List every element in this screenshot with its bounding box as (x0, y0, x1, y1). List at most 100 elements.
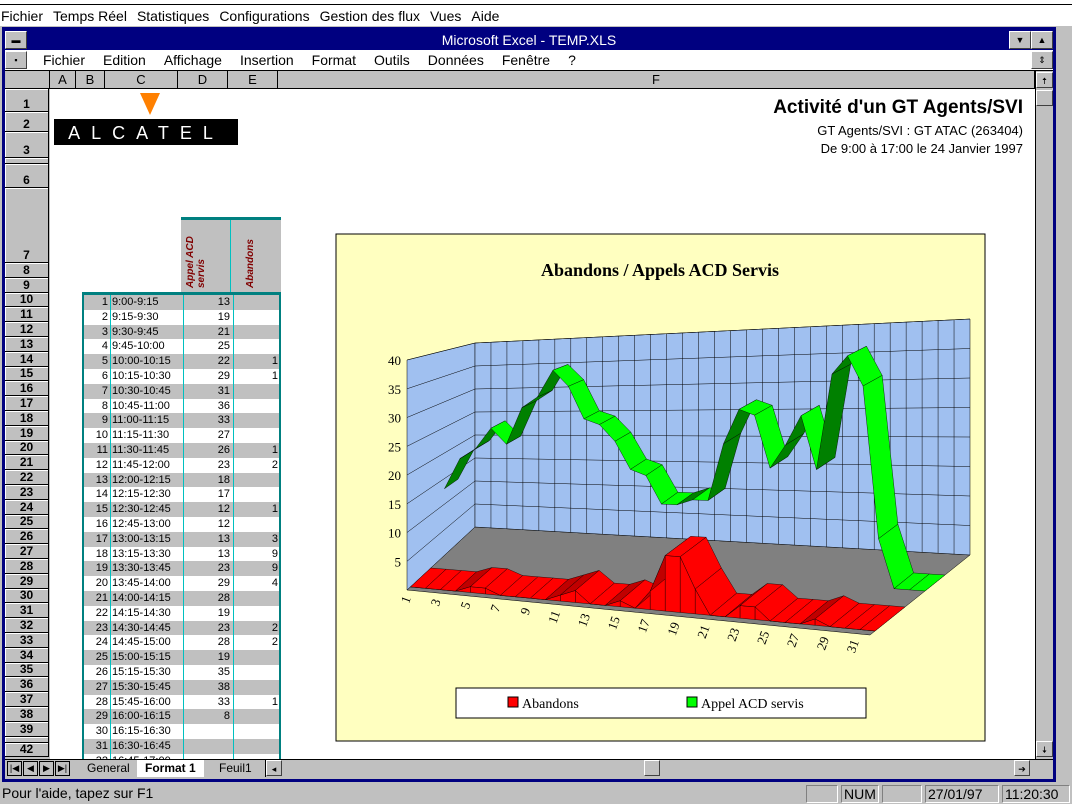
row-header[interactable]: 22 (5, 470, 49, 485)
row-header[interactable]: 21 (5, 455, 49, 471)
row-header[interactable]: 29 (5, 574, 49, 589)
gridline (406, 503, 971, 562)
time-slot: 15:00-15:15 (112, 651, 171, 664)
prev-sheet-icon[interactable]: ◀ (23, 761, 38, 776)
row-header[interactable]: 7 (5, 188, 49, 263)
row-number: 3 (101, 325, 108, 338)
tab-format-1[interactable]: Format 1 (137, 760, 204, 777)
restore-button[interactable]: ⇕ (1031, 51, 1053, 69)
time-slot: 12:30-12:45 (112, 503, 171, 516)
app-menu-item[interactable]: Vues (429, 7, 462, 24)
status-time: 11:20:30 (1002, 785, 1070, 803)
excel-menu-item[interactable]: Outils (374, 52, 410, 68)
maximize-button[interactable]: ▲ (1031, 31, 1053, 49)
horizontal-scrollbar[interactable]: ◂ ➔ (265, 760, 1031, 777)
vertical-scrollbar[interactable]: 🠅 🠇 (1035, 71, 1053, 759)
row-header[interactable]: 16 (5, 381, 49, 397)
row-header[interactable]: 14 (5, 352, 49, 367)
row-header[interactable]: 11 (5, 307, 49, 323)
row-header[interactable]: 30 (5, 588, 49, 604)
row-header[interactable]: 38 (5, 707, 49, 722)
row-header[interactable]: 10 (5, 292, 49, 308)
row-header[interactable]: 36 (5, 677, 49, 693)
row-number: 28 (95, 695, 108, 708)
system-menu-button[interactable]: ▬ (5, 31, 27, 49)
row-header[interactable]: 31 (5, 603, 49, 619)
scroll-up-button[interactable]: 🠅 (1036, 72, 1053, 88)
abandons: 1 (271, 695, 278, 708)
time-slot: 10:00-10:15 (112, 355, 171, 368)
row-header[interactable]: 2 (5, 112, 49, 132)
row-header[interactable]: 17 (5, 396, 49, 411)
row-header[interactable]: 19 (5, 426, 49, 441)
row-number: 22 (95, 606, 108, 619)
last-sheet-icon[interactable]: ▶| (55, 761, 70, 776)
first-sheet-icon[interactable]: |◀ (7, 761, 22, 776)
app-menu-item[interactable]: Temps Réel (53, 7, 127, 24)
row-header[interactable]: 27 (5, 544, 49, 559)
excel-menu-item[interactable]: Edition (103, 52, 146, 68)
excel-menu-item[interactable]: Affichage (163, 52, 222, 68)
excel-menu-item[interactable]: Données (427, 52, 484, 68)
row-header[interactable]: 23 (5, 485, 49, 500)
column-header[interactable]: A (50, 71, 76, 88)
scroll-down-button[interactable]: 🠇 (1036, 741, 1053, 757)
row-header[interactable]: 24 (5, 500, 49, 515)
tab-general[interactable]: General (87, 761, 130, 775)
row-header[interactable]: 35 (5, 662, 49, 678)
row-header[interactable]: 34 (5, 648, 49, 663)
column-header[interactable]: F (278, 71, 1035, 88)
scroll-left-button[interactable]: ◂ (266, 760, 282, 776)
row-number: 16 (95, 518, 108, 530)
row-number: 27 (95, 680, 108, 693)
row-header[interactable]: 42 (5, 742, 49, 757)
column-header[interactable]: D (178, 71, 228, 88)
row-header[interactable]: 28 (5, 559, 49, 574)
row-header[interactable]: 33 (5, 633, 49, 648)
calls-served: 28 (217, 636, 230, 649)
excel-menu-item[interactable]: Fenêtre (501, 52, 551, 68)
app-menu-item[interactable]: Aide (471, 7, 500, 24)
y-tick-label: 15 (388, 497, 401, 512)
column-header[interactable]: C (105, 71, 178, 88)
app-menu-item[interactable]: Statistiques (136, 7, 210, 24)
row-header[interactable]: 12 (5, 322, 49, 337)
row-header[interactable]: 37 (5, 692, 49, 707)
gridline (406, 457, 971, 505)
row-header[interactable]: 8 (5, 263, 49, 278)
row-header[interactable]: 20 (5, 440, 49, 456)
chart[interactable]: Abandons / Appels ACD Servis510152025303… (50, 89, 1035, 759)
worksheet[interactable]: ALCATEL Activité d'un GT Agents/SVI GT A… (50, 89, 1035, 759)
minimize-button[interactable]: ▼ (1009, 31, 1031, 49)
h-scroll-thumb[interactable] (644, 760, 660, 776)
column-header[interactable]: E (228, 71, 278, 88)
excel-menu-item[interactable]: Insertion (239, 52, 294, 68)
row-header[interactable]: 18 (5, 411, 49, 426)
row-header[interactable]: 32 (5, 618, 49, 633)
row-header[interactable]: 39 (5, 722, 49, 737)
next-sheet-icon[interactable]: ▶ (39, 761, 54, 776)
document-menu-button[interactable]: ▪ (5, 51, 27, 69)
app-menu-item[interactable]: Fichier (1, 7, 44, 24)
row-header[interactable]: 13 (5, 337, 49, 352)
excel-menu-item[interactable]: Format (311, 52, 356, 68)
row-header[interactable]: 9 (5, 278, 49, 293)
scroll-thumb[interactable] (1036, 90, 1053, 106)
app-menu-item[interactable]: Configurations (219, 7, 310, 24)
row-header[interactable]: 15 (5, 366, 49, 382)
excel-menu-item[interactable]: ? (568, 52, 576, 68)
row-header[interactable]: 26 (5, 529, 49, 545)
column-header[interactable]: B (76, 71, 105, 88)
row-header[interactable]: 6 (5, 164, 49, 188)
app-menu-item[interactable]: Gestion des flux (319, 7, 420, 24)
row-header[interactable]: 25 (5, 514, 49, 530)
time-slot: 11:45-12:00 (112, 458, 170, 471)
time-slot: 16:00-16:15 (112, 710, 171, 723)
row-header[interactable]: 1 (5, 89, 49, 112)
row-header[interactable]: 3 (5, 132, 49, 158)
table-row: 21 14:00-14:15 28 (84, 591, 279, 606)
excel-menu-item[interactable]: Fichier (43, 52, 86, 68)
tab-feuil1[interactable]: Feuil1 (219, 761, 252, 775)
scroll-right-button[interactable]: ➔ (1014, 760, 1030, 776)
select-all-button[interactable] (5, 71, 50, 88)
